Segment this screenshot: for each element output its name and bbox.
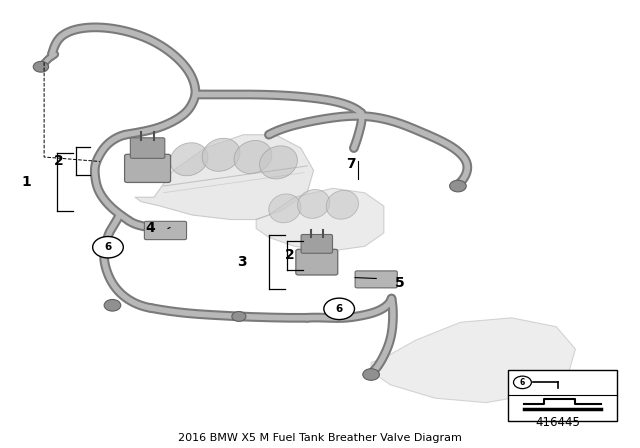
Circle shape: [363, 369, 380, 380]
FancyBboxPatch shape: [355, 271, 397, 288]
Bar: [508, 370, 617, 422]
Ellipse shape: [269, 194, 301, 223]
FancyBboxPatch shape: [131, 138, 165, 158]
Text: 5: 5: [396, 276, 405, 290]
Circle shape: [324, 298, 355, 319]
Ellipse shape: [170, 143, 208, 176]
Ellipse shape: [202, 138, 240, 171]
Text: 3: 3: [237, 255, 246, 269]
Text: 6: 6: [335, 304, 343, 314]
FancyBboxPatch shape: [145, 221, 186, 240]
Ellipse shape: [326, 190, 358, 219]
Text: 4: 4: [145, 220, 156, 235]
Polygon shape: [135, 135, 314, 220]
Polygon shape: [256, 188, 384, 251]
Circle shape: [93, 237, 124, 258]
Circle shape: [33, 61, 49, 72]
Text: 1: 1: [21, 175, 31, 189]
Circle shape: [450, 180, 467, 192]
Text: 2016 BMW X5 M Fuel Tank Breather Valve Diagram: 2016 BMW X5 M Fuel Tank Breather Valve D…: [178, 433, 462, 443]
Circle shape: [104, 299, 121, 311]
Polygon shape: [371, 318, 575, 403]
Text: 2: 2: [54, 154, 63, 168]
Ellipse shape: [298, 190, 330, 218]
Circle shape: [232, 311, 246, 321]
Ellipse shape: [234, 141, 272, 173]
Text: 2: 2: [285, 248, 294, 262]
Text: 7: 7: [346, 157, 355, 171]
FancyBboxPatch shape: [301, 234, 333, 253]
Ellipse shape: [260, 146, 298, 179]
Text: 6: 6: [104, 242, 111, 252]
Text: 416445: 416445: [535, 417, 580, 430]
Text: 6: 6: [520, 378, 525, 387]
FancyBboxPatch shape: [296, 250, 338, 275]
FancyBboxPatch shape: [125, 154, 171, 182]
Circle shape: [513, 376, 531, 388]
